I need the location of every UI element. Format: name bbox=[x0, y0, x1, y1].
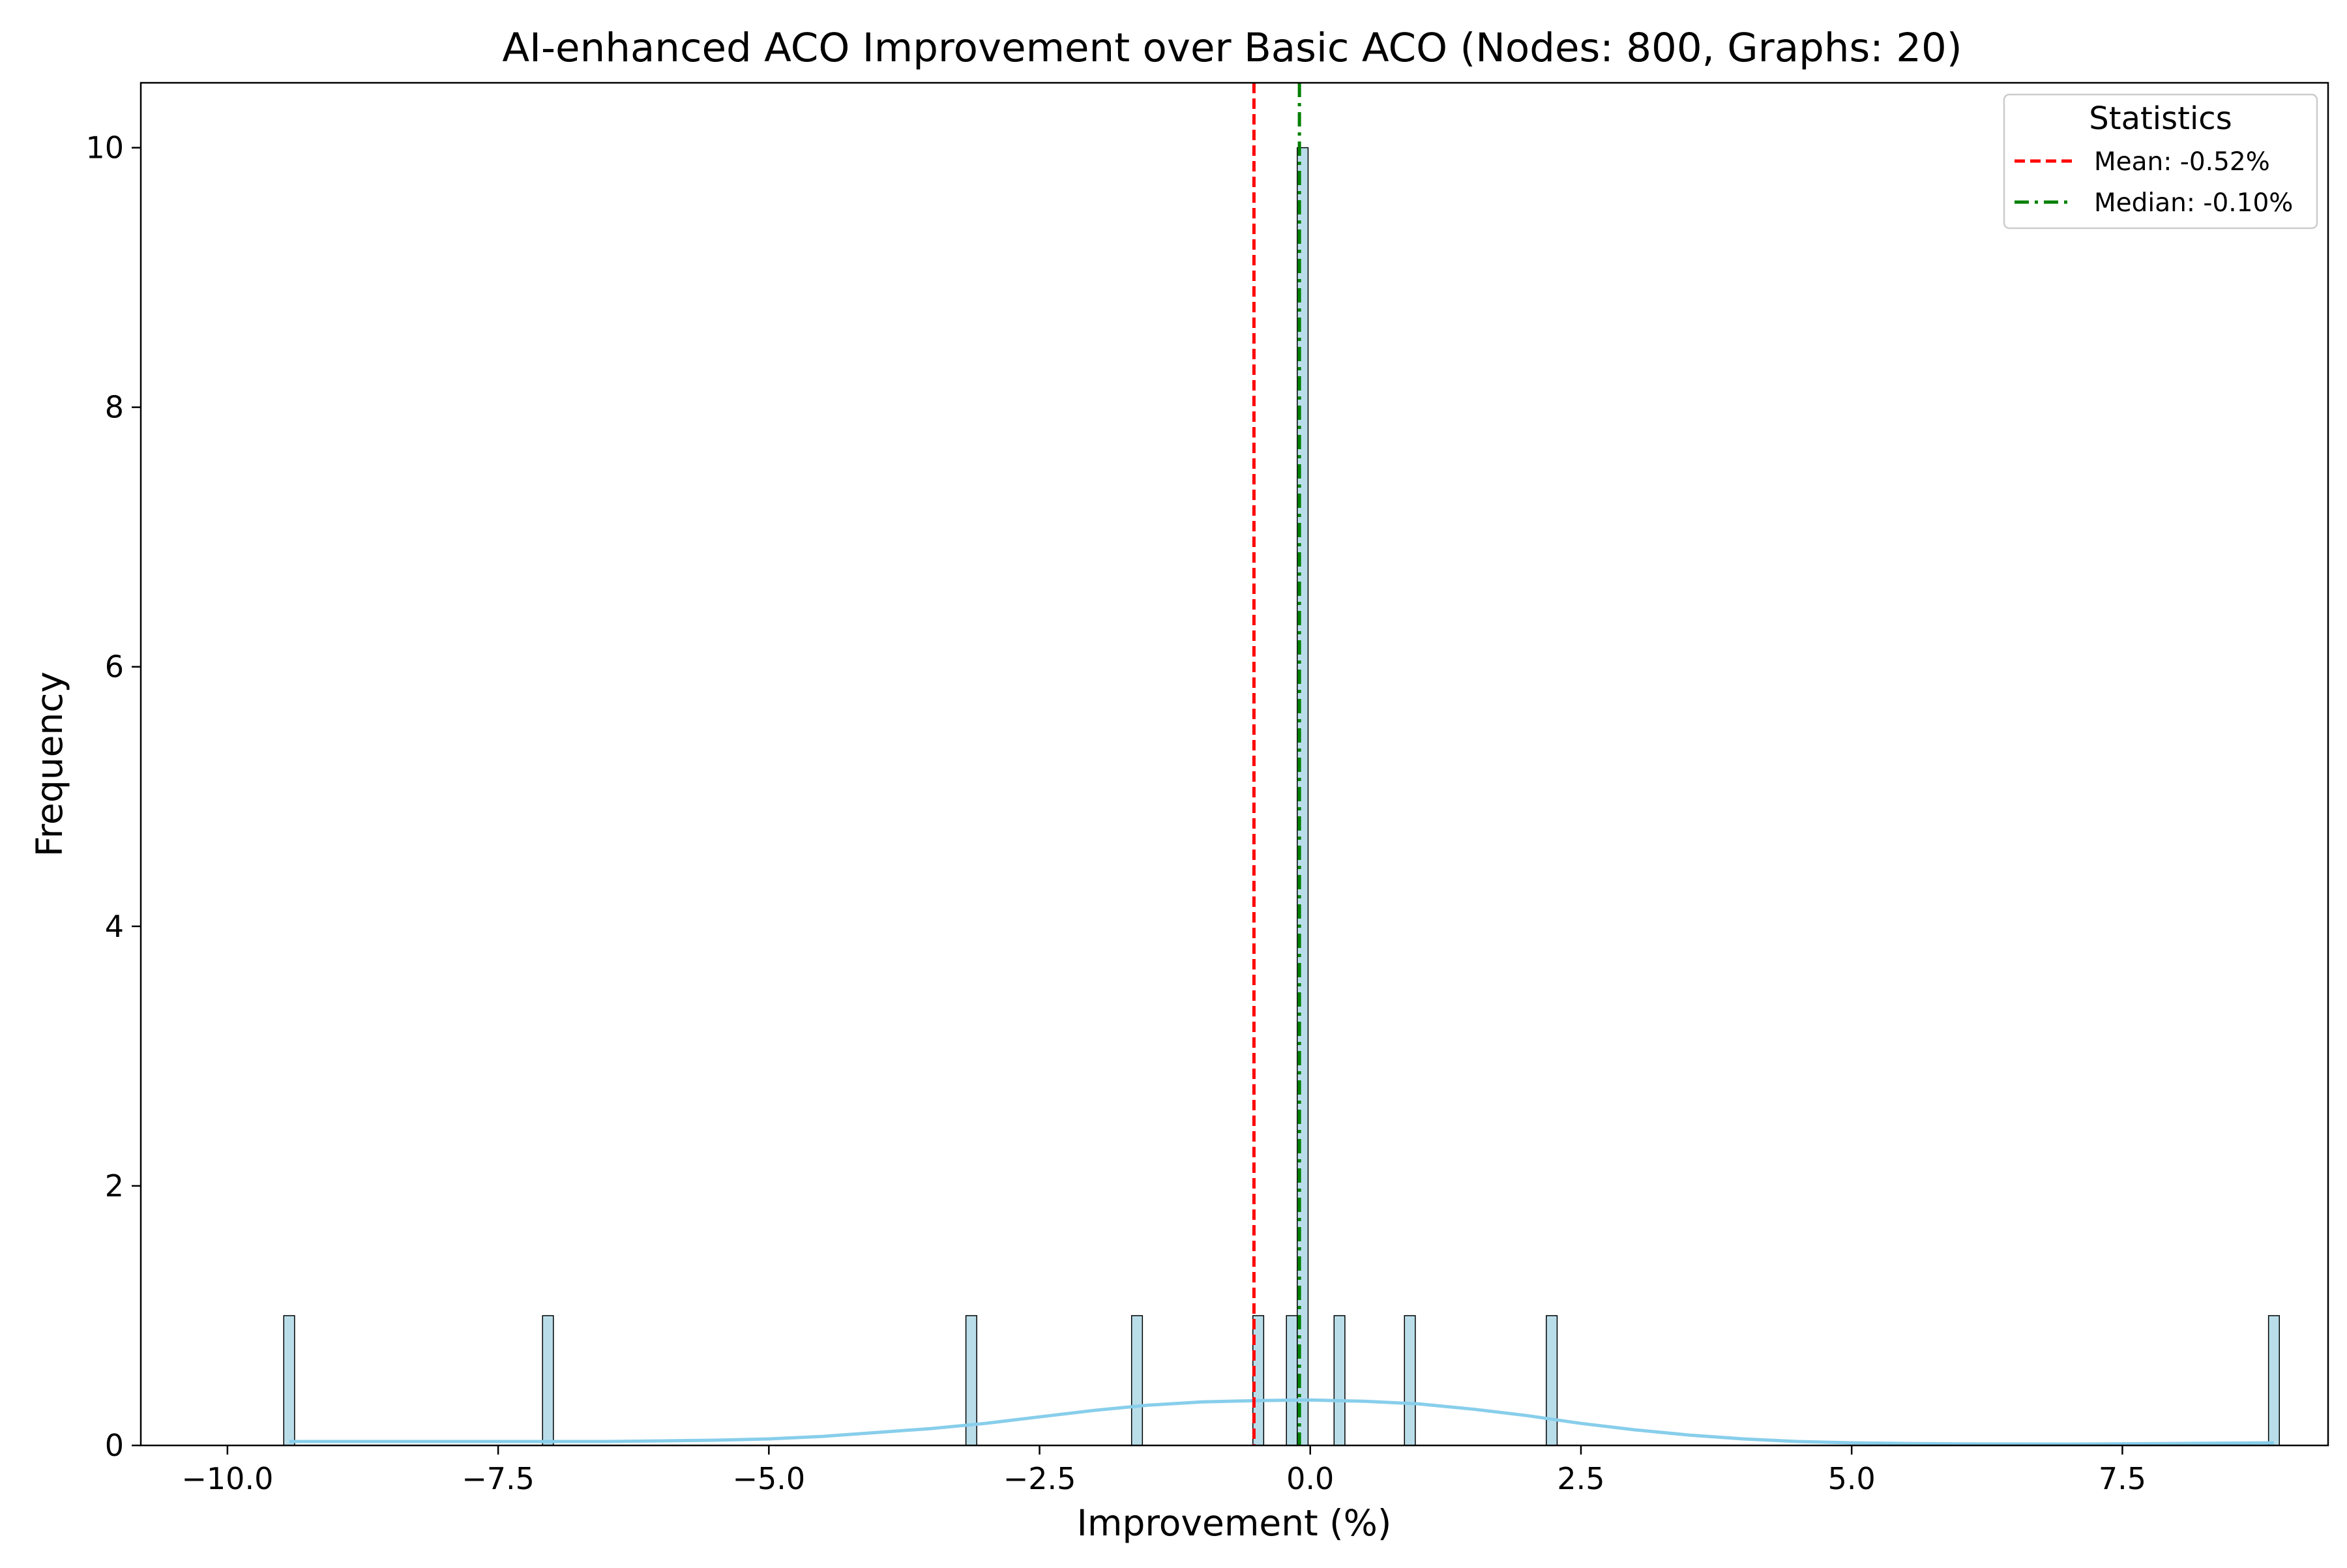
legend-mean-label: Mean: -0.52% bbox=[2094, 147, 2270, 177]
x-tick-label: 0.0 bbox=[1286, 1461, 1334, 1496]
x-tick-label: −10.0 bbox=[181, 1461, 273, 1496]
y-tick-label: 2 bbox=[105, 1168, 124, 1204]
kde-curve bbox=[289, 1398, 2275, 1446]
y-tick-label: 0 bbox=[105, 1428, 124, 1463]
y-tick-label: 8 bbox=[105, 390, 124, 425]
plot-frame bbox=[140, 81, 2329, 1447]
y-tick-label: 6 bbox=[105, 649, 124, 685]
legend-title: Statistics bbox=[2089, 100, 2232, 137]
bars-layer bbox=[283, 147, 2281, 1446]
histogram-bar bbox=[1286, 1315, 1298, 1446]
x-tick-label: 2.5 bbox=[1557, 1461, 1604, 1496]
histogram-bar bbox=[283, 1315, 295, 1446]
histogram-bar bbox=[1404, 1315, 1416, 1446]
kde-layer bbox=[289, 1398, 2275, 1446]
histogram-bar bbox=[2267, 1315, 2281, 1446]
x-tick-label: −7.5 bbox=[462, 1461, 535, 1496]
legend-box bbox=[2003, 93, 2318, 229]
x-tick-label: 7.5 bbox=[2099, 1461, 2146, 1496]
histogram-bar bbox=[1546, 1315, 1558, 1446]
histogram-bar bbox=[1333, 1315, 1346, 1446]
x-tick-label: 5.0 bbox=[1828, 1461, 1876, 1496]
x-tick-label: −5.0 bbox=[732, 1461, 805, 1496]
legend: Statistics Mean: -0.52% Median: -0.10% bbox=[2003, 93, 2318, 229]
legend-median-label: Median: -0.10% bbox=[2094, 188, 2293, 218]
chart-title: AI-enhanced ACO Improvement over Basic A… bbox=[502, 25, 1962, 71]
x-axis-label: Improvement (%) bbox=[1077, 1502, 1392, 1544]
y-axis: 0 2 4 6 8 10 bbox=[85, 130, 141, 1463]
y-axis-label: Frequency bbox=[29, 672, 70, 857]
legend-items: Mean: -0.52% Median: -0.10% bbox=[2015, 147, 2293, 218]
histogram-bar bbox=[1130, 1315, 1144, 1446]
x-tick-label: −2.5 bbox=[1003, 1461, 1076, 1496]
stat-lines-layer bbox=[1252, 83, 1301, 1445]
histogram-bar bbox=[542, 1315, 554, 1446]
y-tick-label: 4 bbox=[105, 909, 124, 944]
x-axis: −10.0 −7.5 −5.0 −2.5 0.0 2.5 5.0 7.5 bbox=[181, 1445, 2146, 1496]
y-tick-label: 10 bbox=[85, 130, 124, 166]
